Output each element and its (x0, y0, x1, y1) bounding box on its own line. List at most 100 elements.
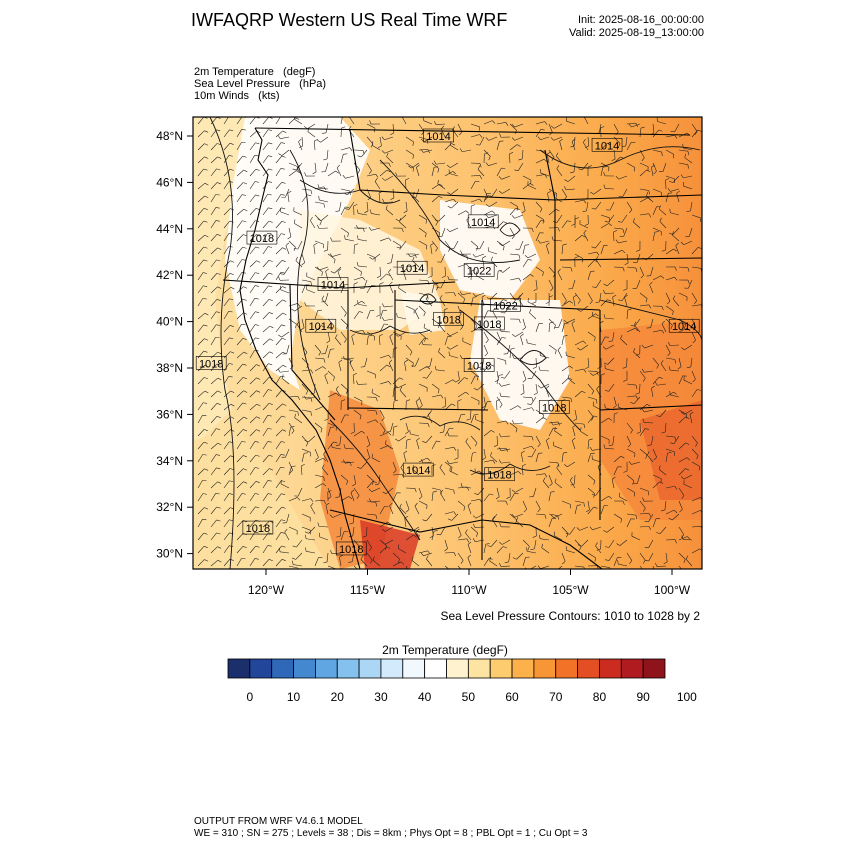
wind-barb-flag (531, 228, 534, 233)
wind-barb (477, 487, 485, 495)
wind-barb (275, 260, 283, 268)
wind-barb (236, 520, 244, 528)
wind-barb-flag (612, 405, 617, 409)
wind-barb (431, 487, 441, 491)
wind-barb-flag (316, 266, 320, 271)
wind-barb (626, 513, 636, 516)
wind-barb-flag (591, 494, 596, 496)
wind-barb-flag (437, 389, 440, 394)
wind-barb (306, 538, 316, 541)
wind-barb (236, 429, 244, 437)
wind-barb-flag (641, 408, 645, 413)
sd-nebraska (559, 257, 702, 261)
wind-barb-flag (467, 541, 472, 545)
wind-barb (197, 507, 205, 515)
wind-barb-flag (268, 272, 273, 275)
wind-barb-flag (356, 261, 359, 266)
wind-barb (431, 240, 438, 249)
wind-barb (389, 336, 394, 346)
wind-barb (275, 194, 282, 203)
wind-barb (210, 156, 218, 164)
wind-barb (249, 324, 256, 333)
wind-barb (262, 220, 270, 229)
wind-barb-flag (255, 481, 260, 483)
wind-barb (366, 552, 373, 561)
wind-barb (470, 175, 481, 177)
wind-barb (275, 389, 283, 398)
wind-barb (314, 406, 324, 411)
wind-barb (262, 299, 270, 307)
wind-barb (652, 129, 659, 138)
wind-barb (223, 208, 231, 216)
wind-barb-flag (368, 488, 373, 492)
wind-barb (502, 539, 511, 545)
wind-barb-flag (485, 214, 489, 218)
wind-barb-flag (216, 299, 221, 301)
wind-barb-flag (268, 363, 273, 365)
wind-barb (353, 409, 362, 416)
wind-barb-flag (216, 415, 221, 418)
wind-barb-flag (281, 155, 286, 158)
wind-barb-flag (323, 561, 328, 564)
wind-barb (691, 247, 699, 255)
wind-barb (548, 513, 558, 516)
wind-barb (626, 422, 633, 431)
wind-barb-flag (498, 433, 502, 438)
wind-barb (327, 422, 337, 427)
wind-barb (545, 440, 550, 450)
wind-barb-flag (683, 324, 686, 329)
pressure-label-box (490, 298, 521, 312)
wind-barb (639, 292, 648, 299)
colorbar-swatch (446, 658, 469, 679)
wind-barb (197, 338, 205, 346)
wind-barb (366, 419, 376, 424)
wind-barb (626, 141, 632, 151)
wind-barb-flag (635, 392, 640, 395)
wind-barb (325, 271, 329, 281)
wind-barb (412, 468, 420, 476)
wind-barb-flag (488, 156, 491, 161)
wind-barb (670, 212, 680, 216)
wind-barb-flag (555, 350, 557, 355)
wind-barb-flag (368, 334, 373, 337)
wind-barb-flag (289, 469, 294, 474)
wind-barb-flag (635, 395, 639, 400)
wind-barb-flag (668, 366, 671, 371)
lon-tick-label: 105°W (552, 583, 589, 597)
wind-barb-flag (573, 294, 577, 298)
wind-barb (353, 330, 363, 333)
wind-barb-flag (591, 246, 596, 249)
wind-barb-flag (229, 129, 234, 132)
wind-barb-flag (405, 431, 409, 435)
wind-barb-flag (453, 511, 457, 516)
wind-barb-flag (618, 492, 620, 497)
wind-barb-flag (323, 476, 325, 482)
wind-barb-flag (612, 294, 617, 298)
wind-barb-flag (242, 246, 247, 249)
wind-barb (379, 266, 381, 276)
wind-barb (280, 289, 290, 294)
wind-barb-flag (557, 268, 561, 273)
wind-barb-flag (529, 309, 532, 313)
wind-barb-flag (216, 311, 221, 313)
wind-barb (275, 142, 282, 151)
wind-barb-flag (268, 454, 273, 457)
wind-barb (520, 336, 524, 346)
wind-barb (605, 317, 615, 320)
wind-barb (444, 461, 453, 468)
wind-barb (496, 331, 501, 341)
wind-barb-flag (446, 228, 451, 232)
wind-barb (210, 351, 218, 359)
wind-barb-flag (215, 220, 220, 222)
wind-barb-flag (655, 562, 658, 567)
wind-barb-flag (268, 506, 273, 509)
wind-barb-flag (335, 334, 338, 339)
wind-barb (600, 417, 609, 424)
wind-barb (210, 493, 216, 502)
wind-barb (502, 188, 511, 194)
wind-barb (509, 277, 519, 281)
wind-barb (423, 461, 433, 464)
colorbar-tick-label: 80 (593, 690, 607, 704)
wind-barb-flag (542, 414, 544, 419)
wind-barb-flag (492, 460, 496, 464)
